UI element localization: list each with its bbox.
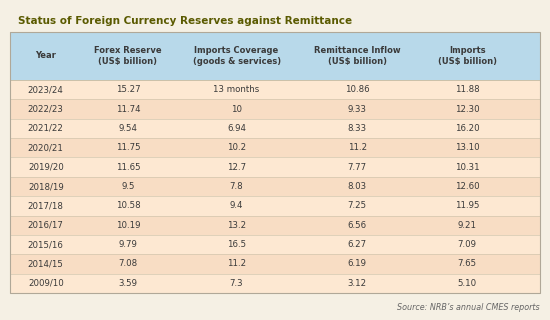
Text: Status of Foreign Currency Reserves against Remittance: Status of Foreign Currency Reserves agai… xyxy=(18,16,352,26)
Text: Forex Reserve
(US$ billion): Forex Reserve (US$ billion) xyxy=(94,46,162,66)
Bar xyxy=(10,157,540,177)
Text: 13.10: 13.10 xyxy=(455,143,480,152)
Text: Year: Year xyxy=(35,52,56,60)
Text: 2016/17: 2016/17 xyxy=(28,221,64,230)
Text: 16.20: 16.20 xyxy=(455,124,480,133)
Text: 2014/15: 2014/15 xyxy=(28,260,64,268)
Text: 11.2: 11.2 xyxy=(348,143,367,152)
Bar xyxy=(10,196,540,216)
Text: 2022/23: 2022/23 xyxy=(28,105,64,114)
Text: 11.88: 11.88 xyxy=(455,85,480,94)
Text: 11.74: 11.74 xyxy=(116,105,140,114)
Text: 7.65: 7.65 xyxy=(458,260,477,268)
Text: Imports Coverage
(goods & services): Imports Coverage (goods & services) xyxy=(192,46,280,66)
Text: 7.3: 7.3 xyxy=(230,279,244,288)
Text: 8.33: 8.33 xyxy=(348,124,367,133)
Bar xyxy=(10,254,540,274)
Text: 10.58: 10.58 xyxy=(116,201,140,210)
Text: 2015/16: 2015/16 xyxy=(28,240,64,249)
Text: 7.77: 7.77 xyxy=(348,163,367,172)
Text: Source: NRB’s annual CMES reports: Source: NRB’s annual CMES reports xyxy=(397,303,540,312)
Text: 2018/19: 2018/19 xyxy=(28,182,64,191)
Text: 3.59: 3.59 xyxy=(118,279,138,288)
Text: 10.2: 10.2 xyxy=(227,143,246,152)
Bar xyxy=(10,100,540,119)
Text: 11.2: 11.2 xyxy=(227,260,246,268)
Bar xyxy=(10,32,540,80)
Text: 12.60: 12.60 xyxy=(455,182,480,191)
Text: 2019/20: 2019/20 xyxy=(28,163,64,172)
Text: 9.33: 9.33 xyxy=(348,105,367,114)
Text: 7.09: 7.09 xyxy=(458,240,477,249)
Text: Remittance Inflow
(US$ billion): Remittance Inflow (US$ billion) xyxy=(314,46,400,66)
Text: Imports
(US$ billion): Imports (US$ billion) xyxy=(438,46,497,66)
Text: 11.65: 11.65 xyxy=(116,163,140,172)
Text: 15.27: 15.27 xyxy=(116,85,140,94)
Text: 6.19: 6.19 xyxy=(348,260,367,268)
Text: 16.5: 16.5 xyxy=(227,240,246,249)
Text: 10.19: 10.19 xyxy=(116,221,140,230)
Text: 2017/18: 2017/18 xyxy=(28,201,64,210)
Text: 12.30: 12.30 xyxy=(455,105,480,114)
Text: 2023/24: 2023/24 xyxy=(28,85,64,94)
Text: 9.5: 9.5 xyxy=(121,182,135,191)
Text: 5.10: 5.10 xyxy=(458,279,477,288)
Bar xyxy=(10,80,540,100)
Bar xyxy=(10,177,540,196)
Text: 10: 10 xyxy=(231,105,242,114)
Text: 10.31: 10.31 xyxy=(455,163,480,172)
Text: 2020/21: 2020/21 xyxy=(28,143,64,152)
Text: 13.2: 13.2 xyxy=(227,221,246,230)
Bar xyxy=(10,32,540,293)
Text: 6.27: 6.27 xyxy=(348,240,367,249)
Text: 9.21: 9.21 xyxy=(458,221,477,230)
Bar xyxy=(10,274,540,293)
Bar xyxy=(10,216,540,235)
Text: 13 months: 13 months xyxy=(213,85,260,94)
Text: 9.4: 9.4 xyxy=(230,201,243,210)
Text: 2009/10: 2009/10 xyxy=(28,279,64,288)
Text: 3.12: 3.12 xyxy=(348,279,367,288)
Bar xyxy=(10,138,540,157)
Bar xyxy=(10,119,540,138)
Text: 7.08: 7.08 xyxy=(118,260,138,268)
Text: 6.94: 6.94 xyxy=(227,124,246,133)
Text: 9.79: 9.79 xyxy=(118,240,138,249)
Text: 6.56: 6.56 xyxy=(348,221,367,230)
Text: 2021/22: 2021/22 xyxy=(28,124,64,133)
Text: 7.8: 7.8 xyxy=(230,182,244,191)
Text: 11.75: 11.75 xyxy=(116,143,140,152)
Bar xyxy=(10,235,540,254)
Text: 9.54: 9.54 xyxy=(118,124,138,133)
Text: 10.86: 10.86 xyxy=(345,85,370,94)
Text: 8.03: 8.03 xyxy=(348,182,367,191)
Text: 7.25: 7.25 xyxy=(348,201,367,210)
Text: 11.95: 11.95 xyxy=(455,201,480,210)
Text: 12.7: 12.7 xyxy=(227,163,246,172)
